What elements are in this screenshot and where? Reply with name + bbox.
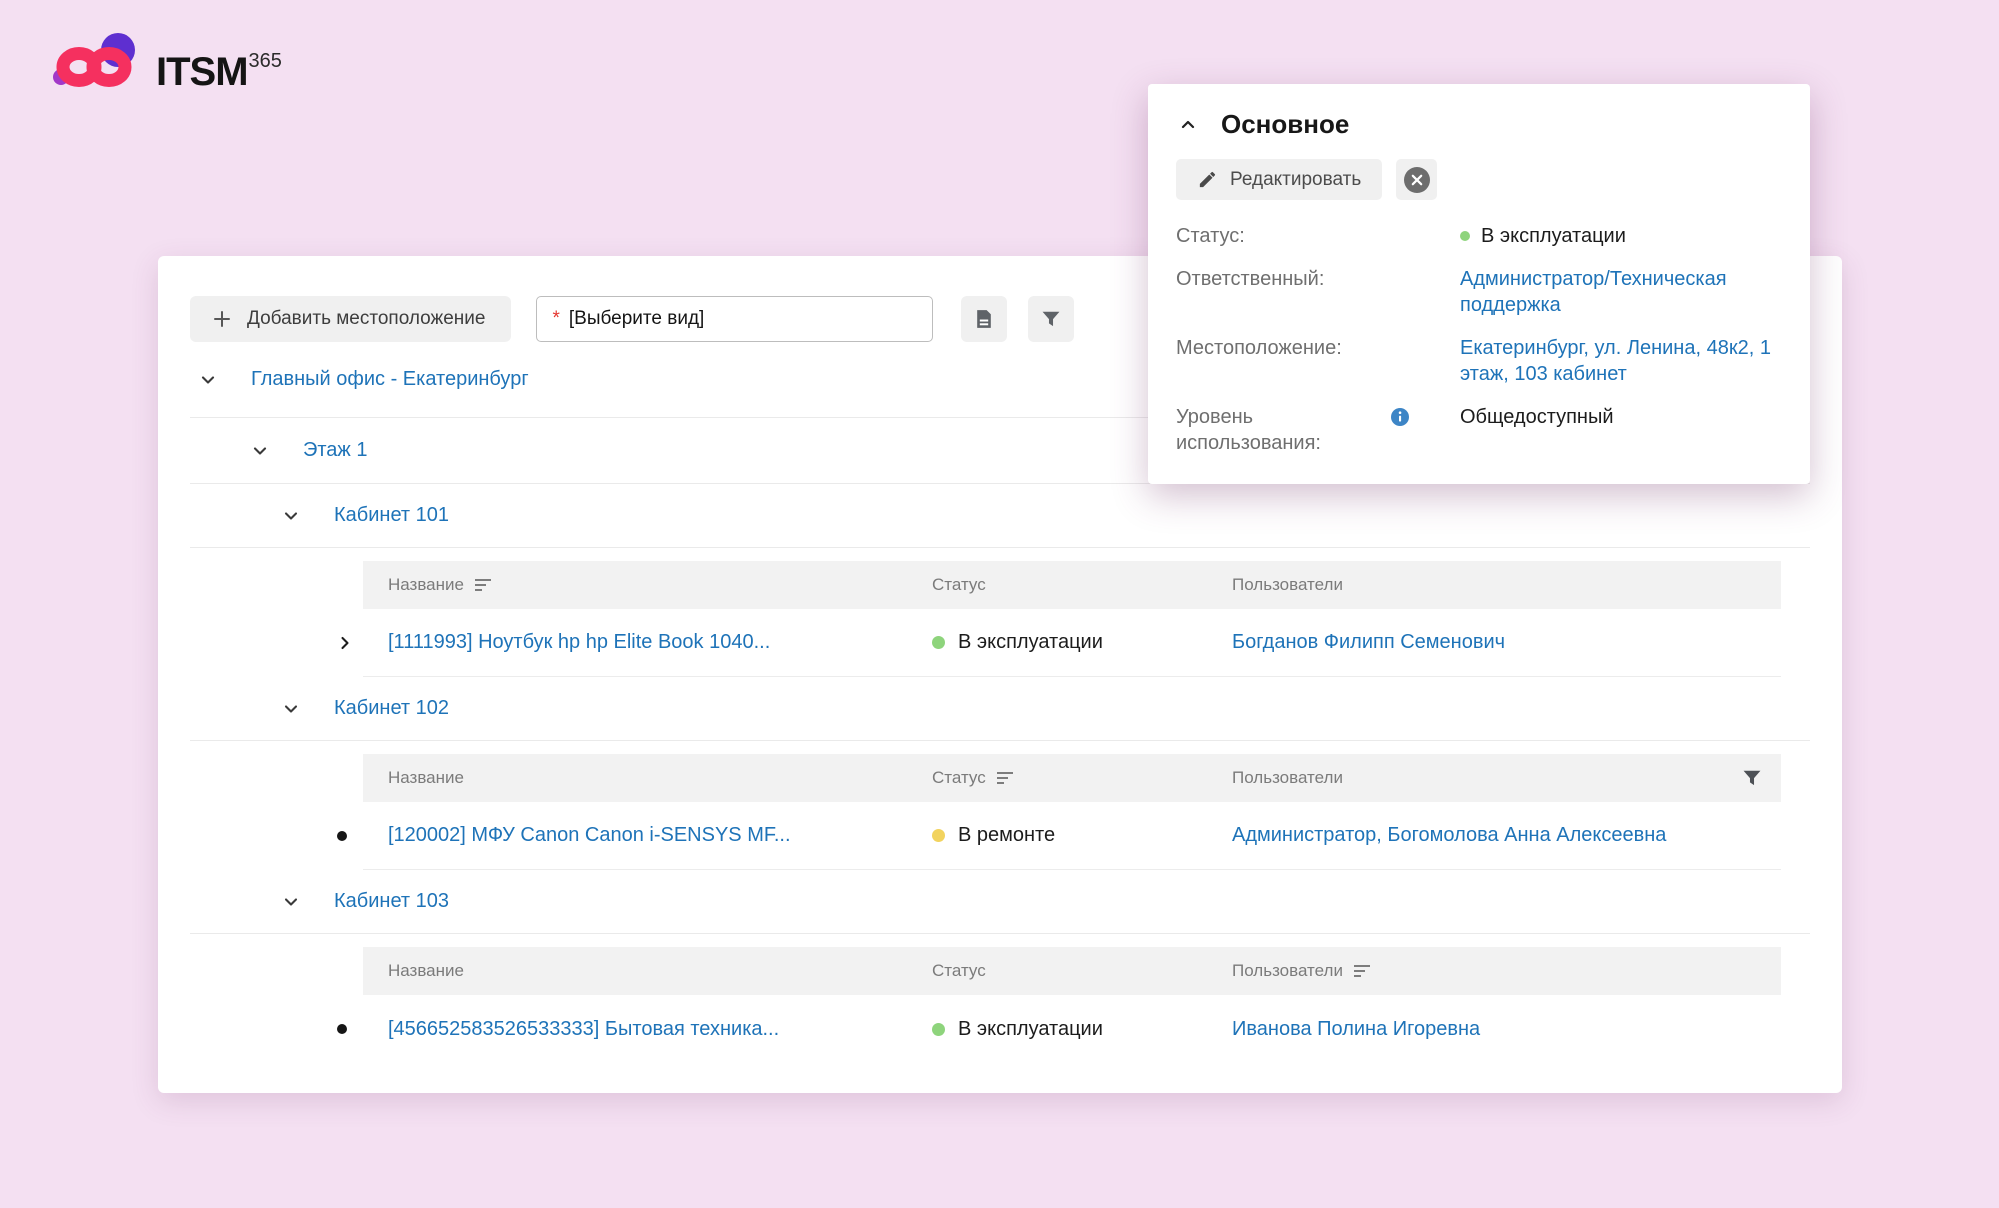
field-label: Местоположение: [1176, 337, 1342, 359]
close-icon [1403, 166, 1430, 193]
status-cell: В ремонте [907, 824, 1207, 847]
leaf-bullet-icon [337, 830, 347, 841]
sort-icon [1353, 965, 1370, 977]
chevron-down-icon[interactable] [252, 443, 268, 459]
field-label: Уровень использования: [1176, 406, 1321, 454]
details-panel: Основное Редактировать Статус: В эксплуа… [1148, 84, 1810, 484]
equipment-table-102: Название Статус Пользователи [120002] МФ… [337, 754, 1781, 870]
location-link[interactable]: Екатеринбург, ул. Ленина, 48к2, 1 этаж, … [1460, 337, 1771, 385]
tree-link-room-102[interactable]: Кабинет 102 [334, 697, 449, 719]
field-label: Статус: [1176, 225, 1245, 247]
chevron-down-icon[interactable] [283, 701, 299, 717]
panel-title: Основное [1221, 109, 1350, 139]
plus-icon [214, 311, 230, 327]
sort-icon [474, 579, 491, 591]
filter-button[interactable] [1028, 296, 1075, 342]
app-logo: ITSM365 [48, 30, 282, 103]
logo-wordmark: ITSM365 [156, 50, 282, 94]
tree-row-room-102: Кабинет 102 [190, 677, 1810, 741]
equipment-link[interactable]: [1111993] Ноутбук hp hp Elite Book 1040.… [388, 631, 771, 653]
status-text: В эксплуатации [958, 1017, 1103, 1040]
tree-row-room-101: Кабинет 101 [190, 484, 1810, 548]
column-header-name[interactable]: Название [388, 768, 464, 787]
table-filter-icon[interactable] [1743, 770, 1761, 786]
save-view-icon [977, 310, 992, 328]
field-label: Ответственный: [1176, 268, 1325, 290]
filter-icon [1043, 311, 1060, 327]
view-select-value: [Выберите вид] [568, 308, 705, 329]
tree-row-room-103: Кабинет 103 [190, 870, 1810, 934]
equipment-table-103: Название Статус Пользователи [4566525835… [337, 947, 1781, 1063]
status-cell: В эксплуатации [907, 631, 1207, 654]
edit-button[interactable]: Редактировать [1176, 159, 1383, 200]
tree-link-room-103[interactable]: Кабинет 103 [334, 890, 449, 912]
table-header: Название Статус Пользователи [363, 754, 1781, 802]
field-value-status: В эксплуатации [1460, 223, 1782, 249]
user-link[interactable]: Администратор, Богомолова Анна Алексеевн… [1232, 824, 1667, 846]
edit-button-label: Редактировать [1230, 168, 1362, 190]
chevron-right-icon[interactable] [337, 635, 353, 651]
tree-link-floor[interactable]: Этаж 1 [303, 439, 368, 461]
field-responsible: Ответственный: Администратор/Техническая… [1176, 266, 1782, 318]
table-header: Название Статус Пользователи [363, 561, 1781, 609]
status-text: В ремонте [958, 824, 1056, 846]
chevron-down-icon[interactable] [283, 894, 299, 910]
panel-actions: Редактировать [1176, 159, 1782, 200]
table-row: [456652583526533333] Бытовая техника... … [337, 995, 1781, 1063]
user-link[interactable]: Богданов Филипп Семенович [1232, 631, 1506, 653]
status-text: В эксплуатации [958, 631, 1103, 653]
tree-link-root[interactable]: Главный офис - Екатеринбург [251, 368, 529, 390]
column-header-users[interactable]: Пользователи [1232, 575, 1343, 594]
column-header-name[interactable]: Название [388, 961, 464, 980]
column-header-status[interactable]: Статус [932, 961, 986, 980]
add-location-label: Добавить местоположение [247, 308, 486, 329]
chevron-up-icon[interactable] [1180, 117, 1196, 133]
save-view-button[interactable] [961, 296, 1008, 342]
toolbar: Добавить местоположение * [Выберите вид] [190, 296, 1075, 342]
table-header: Название Статус Пользователи [363, 947, 1781, 995]
field-usage-level: Уровень использования: Общедоступный [1176, 404, 1782, 456]
panel-header: Основное [1176, 109, 1782, 140]
field-status: Статус: В эксплуатации [1176, 223, 1782, 249]
sort-icon [996, 772, 1013, 784]
logo-365: 365 [248, 50, 282, 72]
pencil-icon [1199, 171, 1216, 187]
equipment-link[interactable]: [456652583526533333] Бытовая техника... [388, 1017, 780, 1040]
close-button[interactable] [1396, 159, 1438, 200]
view-select[interactable]: * [Выберите вид] [536, 296, 934, 342]
status-dot [932, 829, 945, 842]
panel-fields: Статус: В эксплуатации Ответственный: Ад… [1176, 223, 1782, 456]
usage-level-value: Общедоступный [1460, 406, 1614, 428]
column-header-users[interactable]: Пользователи [1232, 768, 1343, 787]
chevron-down-icon[interactable] [200, 372, 216, 388]
tree-link-room-101[interactable]: Кабинет 101 [334, 504, 449, 526]
status-dot [932, 1022, 945, 1036]
locations-card: Добавить местоположение * [Выберите вид] [158, 256, 1842, 1093]
status-dot [932, 636, 945, 649]
field-location: Местоположение: Екатеринбург, ул. Ленина… [1176, 335, 1782, 387]
equipment-table-101: Название Статус Пользователи [1111993] Н… [341, 561, 1781, 677]
column-header-users[interactable]: Пользователи [1207, 961, 1781, 981]
responsible-link[interactable]: Администратор/Техническая поддержка [1460, 268, 1727, 316]
table-row: [120002] МФУ Canon Canon i-SENSYS MF... … [337, 802, 1781, 870]
required-mark: * [552, 308, 560, 329]
tree-row-root: Главный офис - Екатеринбург [190, 342, 1810, 418]
column-header-status[interactable]: Статус [907, 768, 1207, 788]
status-dot [1460, 231, 1470, 241]
user-link[interactable]: Иванова Полина Игоревна [1232, 1017, 1481, 1040]
status-cell: В эксплуатации [907, 1018, 1207, 1041]
location-tree: Главный офис - Екатеринбург Этаж 1 Кабин… [158, 342, 1842, 1063]
leaf-bullet-icon [337, 1024, 347, 1034]
info-icon[interactable] [1391, 407, 1409, 433]
column-header-status[interactable]: Статус [932, 575, 986, 594]
equipment-link[interactable]: [120002] МФУ Canon Canon i-SENSYS MF... [388, 824, 791, 846]
column-header-name[interactable]: Название [363, 575, 907, 595]
chevron-down-icon[interactable] [283, 508, 299, 524]
table-row: [1111993] Ноутбук hp hp Elite Book 1040.… [341, 609, 1781, 677]
itsm-logo-icon [53, 33, 135, 87]
tree-row-floor: Этаж 1 [190, 418, 1810, 484]
add-location-button[interactable]: Добавить местоположение [190, 296, 512, 342]
